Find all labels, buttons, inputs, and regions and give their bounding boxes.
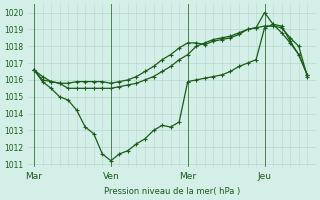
X-axis label: Pression niveau de la mer( hPa ): Pression niveau de la mer( hPa ) (104, 187, 240, 196)
